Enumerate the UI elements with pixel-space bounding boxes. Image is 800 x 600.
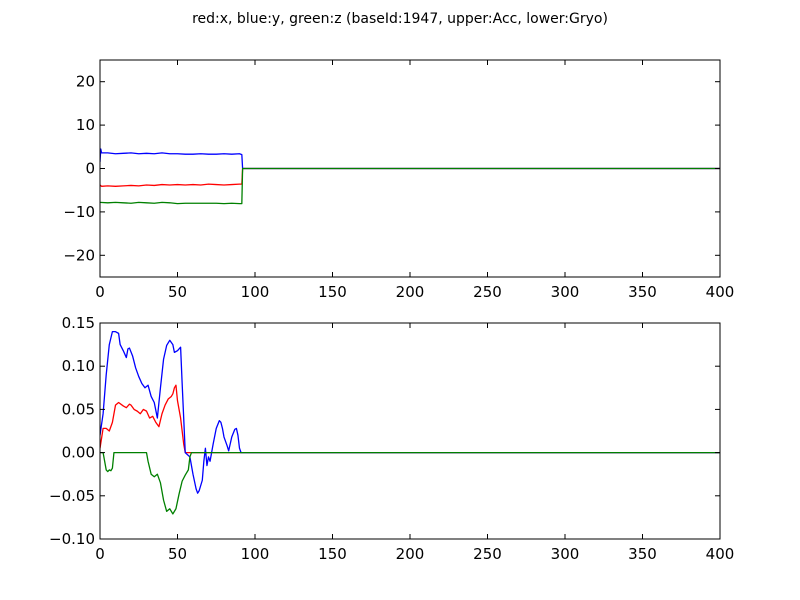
figure-title: red:x, blue:y, green:z (baseId:1947, upp… — [192, 11, 608, 27]
upper-xtick-label: 50 — [168, 283, 187, 301]
upper-xtick-label: 250 — [473, 283, 502, 301]
upper-ytick-label: −10 — [63, 203, 95, 221]
upper-ytick-label: 0 — [85, 160, 95, 178]
lower-ytick-label: 0.10 — [62, 357, 95, 375]
lower-ytick-label: 0.15 — [62, 314, 95, 332]
lower-ytick-label: 0.05 — [62, 400, 95, 418]
lower-xtick-label: 250 — [473, 545, 502, 563]
upper-series-1-line — [100, 148, 720, 170]
lower-ytick-label: −0.05 — [49, 487, 95, 505]
upper-series-0-line — [100, 167, 720, 187]
upper-xtick-label: 100 — [241, 283, 270, 301]
upper-ytick-label: 10 — [76, 116, 95, 134]
lower-ytick-label: −0.10 — [49, 530, 95, 548]
upper-xtick-label: 200 — [396, 283, 425, 301]
lower-xtick-label: 100 — [241, 545, 270, 563]
lower-xtick-label: 50 — [168, 545, 187, 563]
lower-series-2-line — [100, 451, 720, 515]
lower-xtick-label: 150 — [318, 545, 347, 563]
upper-xtick-label: 150 — [318, 283, 347, 301]
lower-xtick-label: 0 — [95, 545, 105, 563]
lower-plot-frame — [99, 322, 721, 540]
lower-ytick-label: 0.00 — [62, 444, 95, 462]
upper-ytick-label: 20 — [76, 73, 95, 91]
lower-gyroscope-plot: 0 50 100 150 200 250 300 350 400 −0.10 −0.05 0.00 0.… — [49, 314, 734, 563]
upper-xtick-label: 300 — [551, 283, 580, 301]
lower-xtick-label: 400 — [706, 545, 735, 563]
lower-series-0-line — [100, 384, 720, 454]
lower-xtick-label: 200 — [396, 545, 425, 563]
upper-xtick-label: 0 — [95, 283, 105, 301]
lower-xtick-label: 350 — [628, 545, 657, 563]
upper-xtick-label: 350 — [628, 283, 657, 301]
upper-xtick-label: 400 — [706, 283, 735, 301]
upper-accelerometer-plot: 0 50 100 150 200 250 300 350 400 −20 −10 0 10 20 — [63, 59, 735, 301]
upper-ytick-label: −20 — [63, 246, 95, 264]
lower-series-1-line — [100, 330, 720, 494]
lower-xtick-label: 300 — [551, 545, 580, 563]
upper-series-2-line — [100, 167, 720, 205]
